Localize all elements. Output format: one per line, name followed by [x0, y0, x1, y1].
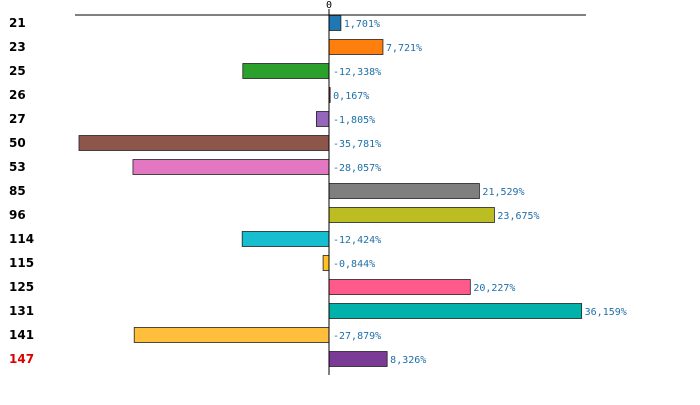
bar	[328, 15, 342, 31]
category-label: 114	[9, 232, 34, 246]
bar	[315, 111, 330, 127]
category-label: 85	[9, 184, 26, 198]
category-label: 23	[9, 40, 26, 54]
value-label: 0,167%	[333, 91, 369, 102]
category-label: 25	[9, 64, 26, 78]
category-label: 26	[9, 88, 26, 102]
value-label: -1,805%	[333, 115, 375, 126]
bar	[242, 63, 330, 79]
bar	[322, 255, 330, 271]
bar	[328, 183, 480, 199]
value-label: -12,338%	[333, 67, 381, 78]
category-label: 115	[9, 256, 34, 270]
category-label: 125	[9, 280, 34, 294]
zero-tick-label: 0	[326, 0, 332, 11]
category-label: 27	[9, 112, 26, 126]
category-label: 21	[9, 16, 26, 30]
bar	[328, 303, 583, 319]
category-label: 53	[9, 160, 26, 174]
value-label: -0,844%	[333, 259, 375, 270]
value-label: 21,529%	[482, 187, 524, 198]
bar	[132, 159, 330, 175]
bar	[328, 279, 471, 295]
value-label: 8,326%	[390, 355, 426, 366]
bar	[241, 231, 330, 247]
value-label: 1,701%	[344, 19, 380, 30]
value-label: -28,057%	[333, 163, 381, 174]
category-label: 50	[9, 136, 26, 150]
value-label: -27,879%	[333, 331, 381, 342]
value-label: -35,781%	[333, 139, 381, 150]
value-label: -12,424%	[333, 235, 381, 246]
category-label: 147	[9, 352, 34, 366]
value-label: 20,227%	[473, 283, 515, 294]
bar	[78, 135, 330, 151]
bar	[328, 351, 388, 367]
category-label: 96	[9, 208, 26, 222]
bar	[328, 207, 495, 223]
value-label: 7,721%	[386, 43, 422, 54]
category-label: 141	[9, 328, 34, 342]
value-label: 23,675%	[497, 211, 539, 222]
bar	[133, 327, 330, 343]
category-label: 131	[9, 304, 34, 318]
bar	[328, 39, 384, 55]
value-label: 36,159%	[585, 307, 627, 318]
